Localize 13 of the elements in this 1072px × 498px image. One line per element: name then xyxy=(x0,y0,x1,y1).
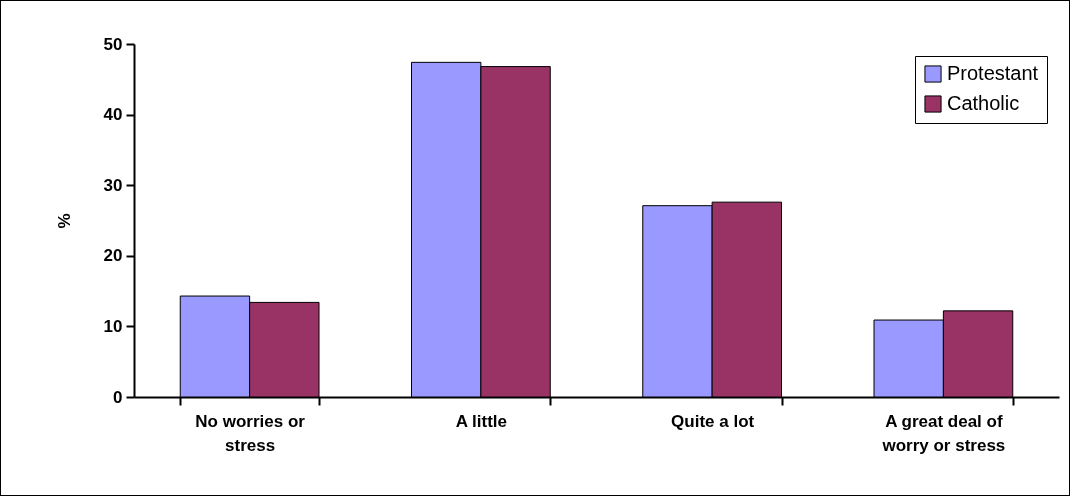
y-axis-title: % xyxy=(54,213,74,229)
y-tick-label: 20 xyxy=(103,246,123,266)
y-tick-label: 10 xyxy=(103,316,123,336)
x-tick-label: Quite a lot xyxy=(671,411,755,431)
legend-label: Catholic xyxy=(947,92,1020,114)
x-tick-label: A little xyxy=(455,411,508,431)
y-tick-label: 50 xyxy=(103,34,123,54)
y-tick-label: 30 xyxy=(103,175,123,195)
x-tick-label: No worries or stress xyxy=(195,411,306,455)
legend-label: Protestant xyxy=(947,62,1039,84)
y-tick-label: 0 xyxy=(113,387,123,407)
y-tick-label: 40 xyxy=(103,105,123,125)
x-tick-label: A great deal of worry or stress xyxy=(881,411,1006,455)
